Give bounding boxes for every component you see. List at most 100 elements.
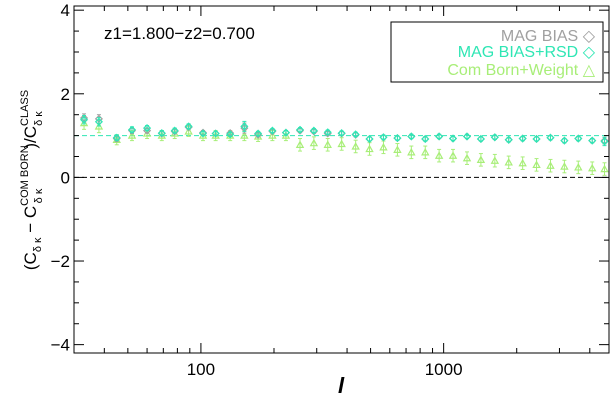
legend: MAG BIAS ◇ MAG BIAS+RSD ◇ Com Born+Weigh… (390, 21, 604, 83)
y-title-sub2: δ κ (33, 188, 45, 203)
data-point (184, 126, 193, 135)
data-point (240, 122, 249, 131)
x-tick-label: 100 (187, 360, 215, 379)
data-point (435, 132, 444, 141)
data-point (337, 129, 346, 138)
data-point (323, 129, 332, 138)
data-point (281, 128, 290, 137)
y-title-sup2: COM BORN (19, 145, 31, 206)
data-point (462, 132, 472, 141)
legend-entry-mag-bias: MAG BIAS ◇ (501, 28, 596, 45)
data-point (532, 160, 541, 169)
data-point (240, 131, 249, 139)
y-tick-label: 4 (61, 1, 70, 20)
data-point (281, 131, 291, 139)
data-point (295, 125, 305, 134)
data-point (462, 153, 472, 162)
data-point (407, 147, 416, 156)
data-points (79, 113, 609, 176)
data-point (254, 130, 263, 139)
data-point (574, 134, 583, 143)
data-point (490, 133, 499, 142)
legend-entry-com-born-weight: Com Born+Weight △ (447, 62, 595, 79)
data-point (546, 133, 555, 142)
legend-entry-mag-bias-rsd: MAG BIAS+RSD ◇ (458, 44, 596, 61)
data-point (323, 140, 332, 148)
data-point (532, 134, 541, 143)
data-point (112, 133, 121, 142)
data-point (546, 161, 555, 169)
data-point (211, 129, 220, 138)
data-point (600, 164, 609, 173)
legend-symbol: △ (583, 62, 596, 79)
data-point (254, 129, 263, 138)
plot-frame (73, 5, 610, 354)
data-point (351, 130, 360, 139)
data-point (351, 142, 360, 150)
data-point (588, 136, 597, 145)
data-point (588, 163, 597, 172)
data-point (379, 142, 388, 151)
data-point (476, 155, 486, 164)
data-point (518, 134, 527, 143)
data-point (94, 117, 103, 126)
legend-symbol: ◇ (583, 28, 596, 45)
y-tick-label: 0 (61, 168, 70, 187)
data-point (323, 128, 332, 137)
y-title-middle: − C (21, 206, 40, 238)
data-point (268, 126, 277, 135)
legend-box (390, 21, 604, 83)
data-point (379, 133, 388, 142)
legend-label: MAG BIAS (501, 28, 578, 45)
data-point (337, 139, 346, 148)
data-point (504, 135, 513, 144)
x-tick-label: 1000 (425, 360, 463, 379)
data-point (560, 162, 569, 170)
y-tick-label: −2 (51, 252, 70, 271)
data-point (295, 140, 305, 148)
data-point (170, 126, 179, 135)
data-point (518, 158, 527, 167)
data-point (198, 129, 208, 138)
data-point (421, 147, 430, 156)
x-axis-title: l (338, 373, 345, 398)
y-title-slash: )/C (21, 126, 40, 149)
data-point (393, 145, 402, 153)
data-point (184, 122, 193, 131)
data-point (448, 151, 458, 159)
data-point (574, 162, 583, 171)
data-point (79, 118, 89, 127)
data-point (226, 130, 235, 139)
data-point (157, 129, 166, 138)
data-point (365, 134, 374, 143)
data-point (365, 144, 374, 153)
data-point (476, 134, 485, 143)
data-point (421, 134, 430, 143)
data-point (127, 125, 137, 134)
legend-symbol: ◇ (583, 44, 596, 61)
legend-label: MAG BIAS+RSD (458, 44, 578, 61)
data-point (448, 134, 458, 143)
chart-annotation: z1=1.800−z2=0.700 (104, 24, 255, 43)
series-1 (79, 115, 609, 147)
data-point (490, 156, 500, 164)
legend-label: Com Born+Weight (447, 62, 578, 79)
data-point (309, 126, 318, 135)
data-point (143, 124, 152, 133)
y-tick-label: −4 (51, 336, 70, 355)
y-axis-title: (Cδ κ − CCOM BORN δ κ)/CCLASS δ κ (19, 90, 45, 270)
data-point (268, 131, 277, 139)
data-point (79, 115, 89, 124)
data-point (127, 131, 137, 139)
data-point (407, 132, 416, 141)
axis-ticks: 100 1000 4 2 0 −2 −4 (51, 1, 609, 379)
y-tick-label: 2 (61, 85, 70, 104)
data-point (434, 151, 444, 159)
y-title-sub3: δ κ (33, 111, 45, 126)
data-point (504, 157, 513, 166)
data-point (600, 137, 609, 146)
y-title-prefix: (C (21, 252, 40, 270)
data-point (309, 138, 319, 147)
y-title-sup3: CLASS (19, 90, 31, 126)
